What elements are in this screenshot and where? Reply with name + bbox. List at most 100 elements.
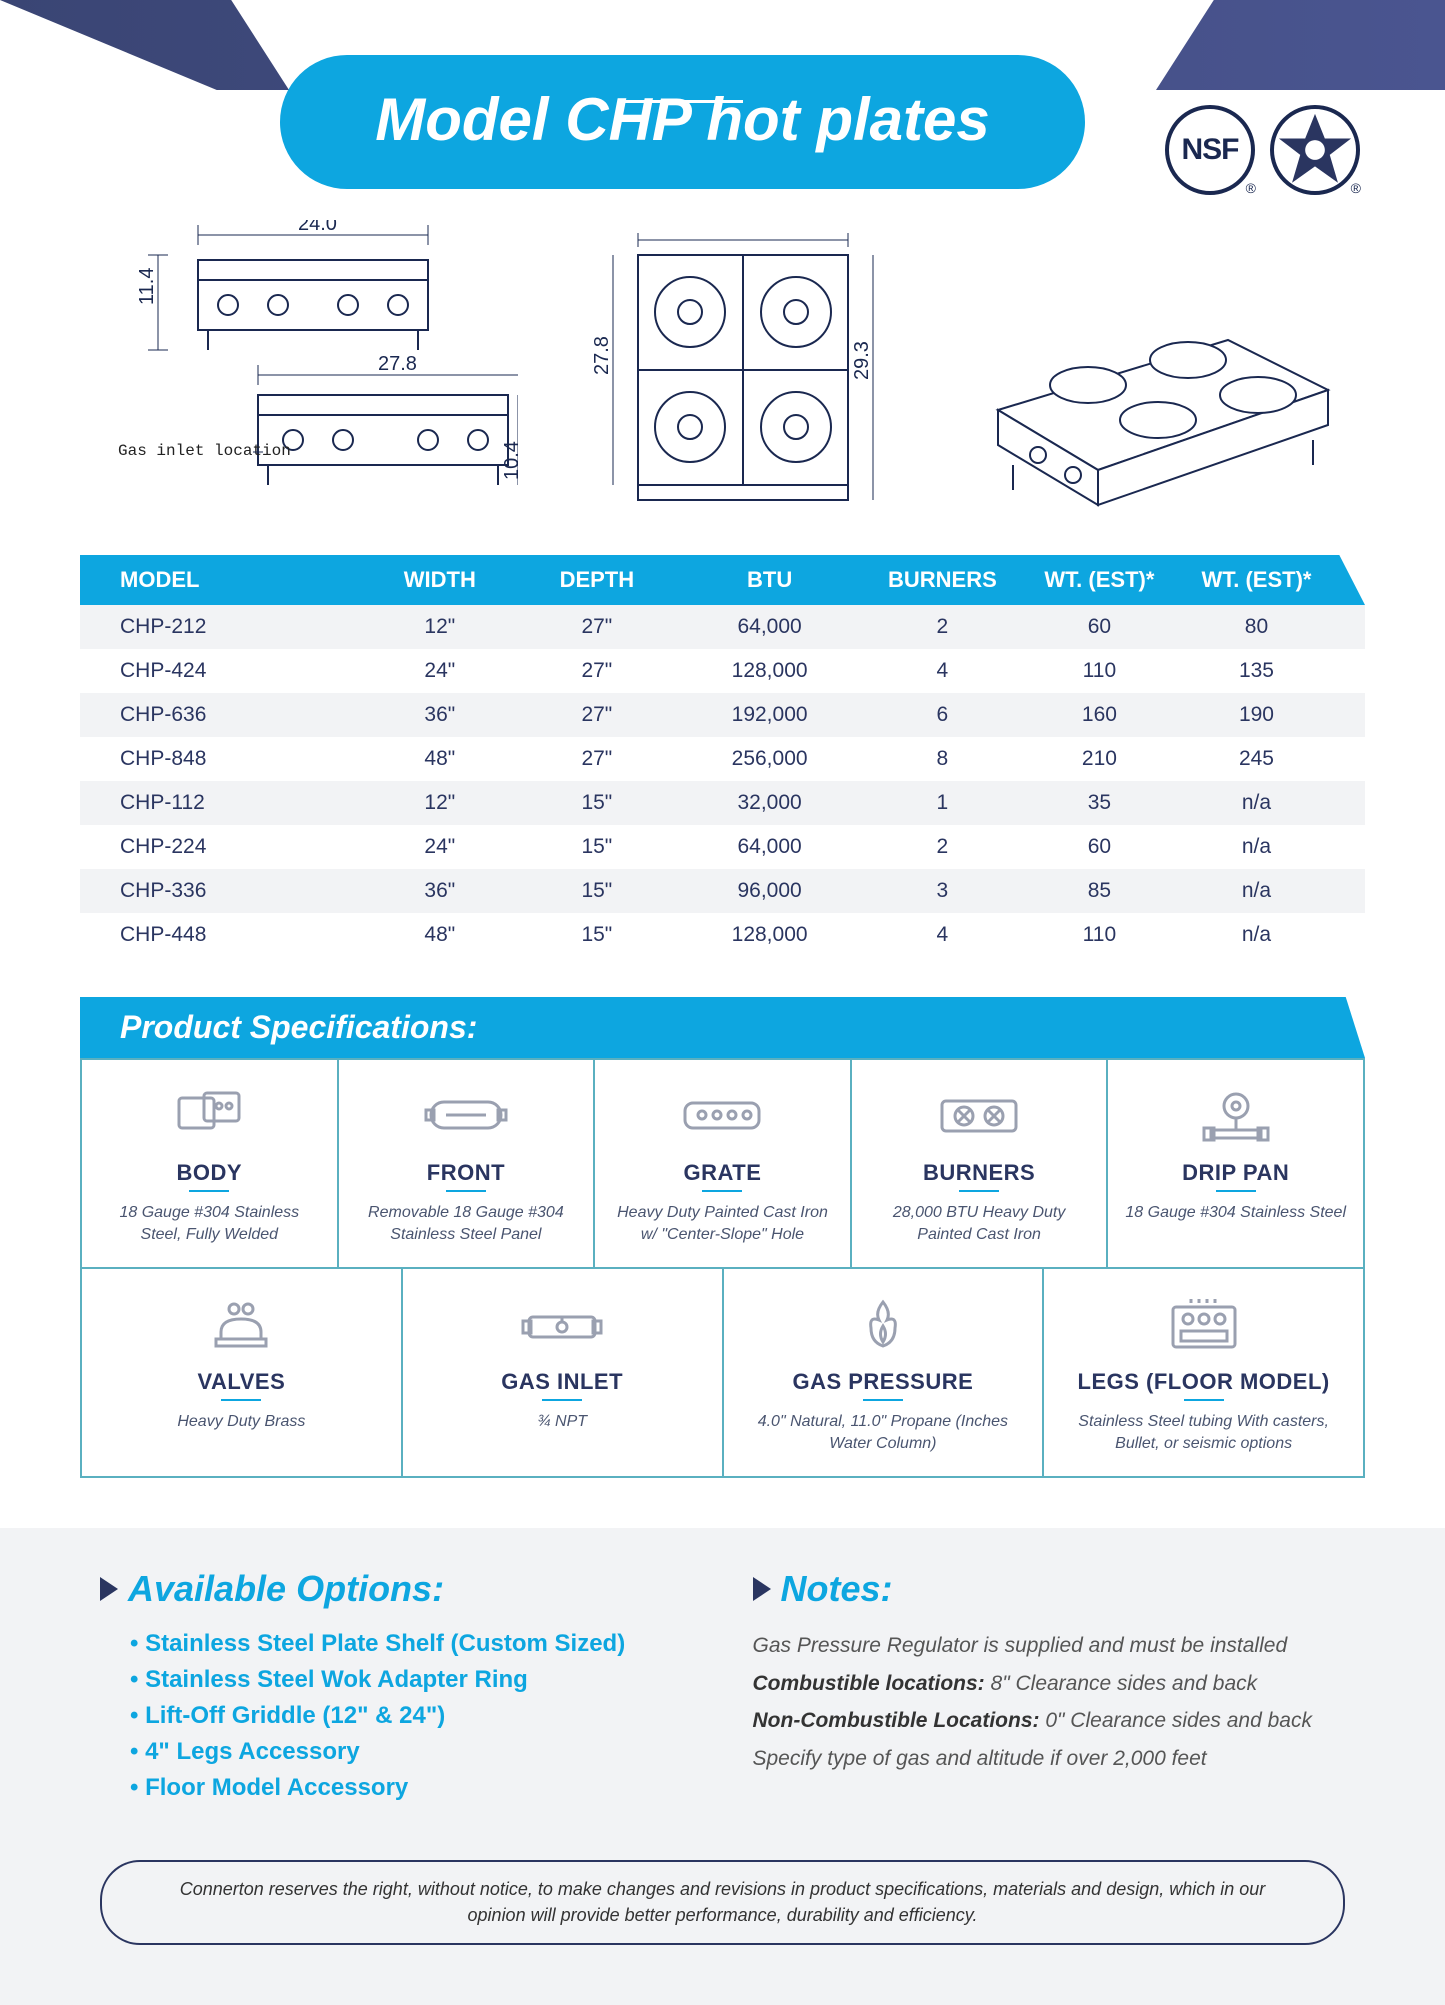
- table-cell: 12": [361, 791, 518, 815]
- spec-title: BODY: [97, 1160, 322, 1186]
- table-cell: 27": [518, 659, 675, 683]
- table-cell: 15": [518, 879, 675, 903]
- note-line: Combustible locations: 8" Clearance side…: [753, 1668, 1346, 1700]
- table-row: CHP-22424"15"64,000260n/a: [80, 825, 1365, 869]
- table-cell: 60: [1021, 615, 1178, 639]
- spec-icon: [610, 1080, 835, 1150]
- table-cell: 4: [864, 659, 1021, 683]
- table-cell: 64,000: [675, 835, 863, 859]
- table-cell: 24": [361, 659, 518, 683]
- svg-text:29.3: 29.3: [851, 341, 873, 380]
- spec-desc: 4.0" Natural, 11.0" Propane (Inches Wate…: [739, 1411, 1028, 1454]
- table-cell: 160: [1021, 703, 1178, 727]
- spec-title: FRONT: [354, 1160, 579, 1186]
- spec-cell: FRONT Removable 18 Gauge #304 Stainless …: [338, 1059, 595, 1268]
- table-header-cell: WT. (EST)*: [1021, 567, 1178, 593]
- option-item: 4" Legs Accessory: [130, 1738, 693, 1766]
- svg-text:Gas inlet location: Gas inlet location: [118, 442, 291, 460]
- spec-title: GAS PRESSURE: [739, 1369, 1028, 1395]
- table-cell: CHP-212: [110, 615, 361, 639]
- table-cell: 27": [518, 747, 675, 771]
- table-cell: 110: [1021, 923, 1178, 947]
- spec-cell: LEGS (FLOOR MODEL) Stainless Steel tubin…: [1043, 1268, 1364, 1477]
- table-cell: 48": [361, 923, 518, 947]
- disclaimer: Connerton reserves the right, without no…: [100, 1860, 1345, 1944]
- table-cell: 190: [1178, 703, 1335, 727]
- note-line: Specify type of gas and altitude if over…: [753, 1743, 1346, 1775]
- spec-cell: GAS INLET ¾ NPT: [402, 1268, 723, 1477]
- table-cell: CHP-424: [110, 659, 361, 683]
- table-cell: 135: [1178, 659, 1335, 683]
- table-cell: n/a: [1178, 923, 1335, 947]
- table-cell: CHP-112: [110, 791, 361, 815]
- table-cell: 2: [864, 835, 1021, 859]
- spec-grid: BODY 18 Gauge #304 Stainless Steel, Full…: [80, 1058, 1365, 1478]
- chevron-icon: [100, 1577, 118, 1601]
- table-cell: 192,000: [675, 703, 863, 727]
- table-cell: 128,000: [675, 923, 863, 947]
- spec-icon: [867, 1080, 1092, 1150]
- spec-desc: Heavy Duty Brass: [97, 1411, 386, 1433]
- option-item: Stainless Steel Plate Shelf (Custom Size…: [130, 1630, 693, 1658]
- spec-desc: 28,000 BTU Heavy Duty Painted Cast Iron: [867, 1202, 1092, 1245]
- table-cell: 1: [864, 791, 1021, 815]
- table-cell: 12": [361, 615, 518, 639]
- table-cell: 110: [1021, 659, 1178, 683]
- table-cell: 35: [1021, 791, 1178, 815]
- spec-title: LEGS (FLOOR MODEL): [1059, 1369, 1348, 1395]
- spec-title: GRATE: [610, 1160, 835, 1186]
- table-cell: 2: [864, 615, 1021, 639]
- spec-title: GAS INLET: [418, 1369, 707, 1395]
- spec-cell: GAS PRESSURE 4.0" Natural, 11.0" Propane…: [723, 1268, 1044, 1477]
- option-item: Lift-Off Griddle (12" & 24"): [130, 1702, 693, 1730]
- table-row: CHP-42424"27"128,0004110135: [80, 649, 1365, 693]
- table-cell: 15": [518, 791, 675, 815]
- table-cell: 27": [518, 615, 675, 639]
- nsf-badge: NSF ®: [1165, 105, 1255, 195]
- table-cell: 80: [1178, 615, 1335, 639]
- table-cell: 4: [864, 923, 1021, 947]
- table-header-cell: WIDTH: [361, 567, 518, 593]
- spec-table: MODELWIDTHDEPTHBTUBURNERSWT. (EST)*WT. (…: [80, 555, 1365, 957]
- spec-icon: [1123, 1080, 1348, 1150]
- table-cell: 64,000: [675, 615, 863, 639]
- option-item: Floor Model Accessory: [130, 1774, 693, 1802]
- table-cell: 85: [1021, 879, 1178, 903]
- spec-desc: Stainless Steel tubing With casters, Bul…: [1059, 1411, 1348, 1454]
- table-cell: n/a: [1178, 879, 1335, 903]
- spec-icon: [1059, 1289, 1348, 1359]
- table-row: CHP-44848"15"128,0004110n/a: [80, 913, 1365, 957]
- table-header-cell: DEPTH: [518, 567, 675, 593]
- svg-text:11.4: 11.4: [136, 268, 158, 305]
- available-options: Available Options: Stainless Steel Plate…: [100, 1568, 693, 1810]
- svg-text:27.8: 27.8: [591, 336, 613, 375]
- table-cell: 15": [518, 835, 675, 859]
- product-spec-heading: Product Specifications:: [80, 997, 1365, 1058]
- spec-title: BURNERS: [867, 1160, 1092, 1186]
- spec-cell: GRATE Heavy Duty Painted Cast Iron w/ "C…: [594, 1059, 851, 1268]
- table-cell: 8: [864, 747, 1021, 771]
- spec-cell: BURNERS 28,000 BTU Heavy Duty Painted Ca…: [851, 1059, 1108, 1268]
- table-cell: n/a: [1178, 791, 1335, 815]
- header-banner: Model CHP hot plates NSF ® ®: [0, 0, 1445, 200]
- chevron-icon: [753, 1577, 771, 1601]
- table-cell: 48": [361, 747, 518, 771]
- table-row: CHP-63636"27"192,0006160190: [80, 693, 1365, 737]
- design-certified-badge: ®: [1270, 105, 1360, 195]
- table-row: CHP-33636"15"96,000385n/a: [80, 869, 1365, 913]
- spec-icon: [354, 1080, 579, 1150]
- svg-text:24.0: 24.0: [298, 220, 337, 235]
- spec-icon: [97, 1080, 322, 1150]
- note-line: Gas Pressure Regulator is supplied and m…: [753, 1630, 1346, 1662]
- dimension-diagrams: 24.0 11.4 27.8 Gas inlet location: [0, 200, 1445, 555]
- spec-desc: 18 Gauge #304 Stainless Steel: [1123, 1202, 1348, 1224]
- spec-desc: 18 Gauge #304 Stainless Steel, Fully Wel…: [97, 1202, 322, 1245]
- table-header-cell: BURNERS: [864, 567, 1021, 593]
- table-header-cell: WT. (EST)*: [1178, 567, 1335, 593]
- table-cell: CHP-848: [110, 747, 361, 771]
- spec-cell: VALVES Heavy Duty Brass: [81, 1268, 402, 1477]
- svg-text:27.8: 27.8: [378, 353, 417, 375]
- table-cell: 6: [864, 703, 1021, 727]
- table-cell: 245: [1178, 747, 1335, 771]
- table-cell: 96,000: [675, 879, 863, 903]
